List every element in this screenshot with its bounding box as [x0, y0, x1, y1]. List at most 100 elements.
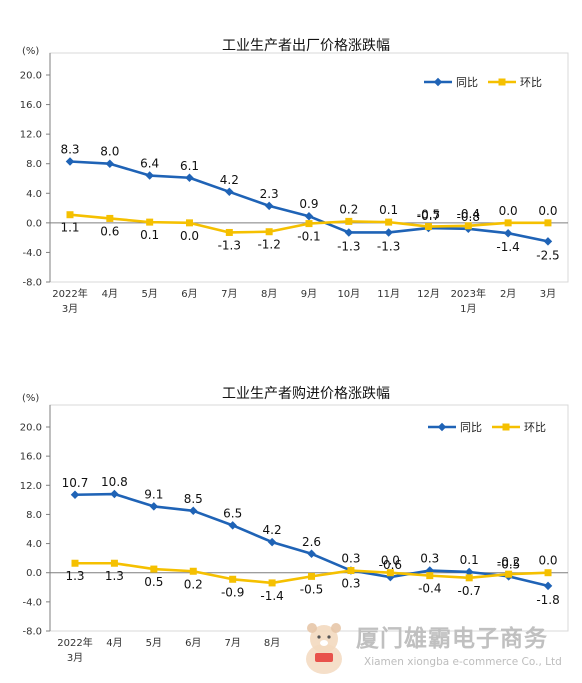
- legend-marker-mom: [502, 423, 510, 431]
- y-tick-label: 0.0: [26, 218, 42, 229]
- data-point-yoy: [503, 228, 513, 238]
- data-label-mom: 0.6: [100, 224, 119, 238]
- data-point-mom: [544, 219, 552, 227]
- data-point-yoy: [149, 502, 159, 511]
- data-label-yoy: 0.9: [299, 197, 318, 211]
- data-point-mom: [424, 223, 432, 231]
- data-label-yoy: -2.5: [536, 248, 559, 262]
- bear-mascot-logo: [306, 623, 342, 674]
- watermark-company-name: 厦门雄霸电子商务: [356, 626, 548, 652]
- data-label-mom: 0.5: [144, 575, 163, 589]
- y-tick-label: 16.0: [20, 100, 42, 111]
- data-point-mom: [265, 228, 273, 236]
- legend-label-yoy: 同比: [456, 76, 478, 89]
- chart-title: 工业生产者购进价格涨跌幅: [222, 386, 390, 402]
- x-tick-label: 4月: [102, 288, 118, 300]
- x-tick-label: 7月: [224, 637, 240, 649]
- data-label-mom: 0.0: [180, 229, 199, 243]
- y-tick-label: 4.0: [26, 539, 42, 550]
- watermark-company-name-en: Xiamen xiongba e-commerce Co., Ltd: [364, 656, 562, 668]
- data-label-yoy: 9.1: [144, 487, 163, 501]
- data-point-mom: [386, 569, 394, 577]
- data-point-mom: [71, 559, 79, 567]
- data-label-mom: 0.2: [339, 202, 358, 216]
- x-tick-label: 9月: [301, 288, 317, 300]
- y-tick-label: 12.0: [20, 130, 42, 141]
- data-label-mom: 0.1: [140, 228, 159, 242]
- x-tick-label-line2: 1月: [460, 303, 476, 315]
- data-label-mom: -0.5: [417, 208, 440, 222]
- data-point-mom: [544, 569, 552, 577]
- data-label-yoy: 2.6: [302, 535, 321, 549]
- data-point-yoy: [145, 171, 154, 180]
- data-label-mom: 0.0: [538, 554, 557, 568]
- data-point-mom: [426, 572, 434, 580]
- data-label-mom: -1.3: [218, 238, 241, 252]
- data-label-yoy: -0.7: [417, 209, 440, 223]
- y-tick-label: -8.0: [22, 627, 42, 638]
- legend: 同比 环比: [424, 76, 542, 89]
- data-label-yoy: 4.2: [263, 523, 282, 537]
- data-label-mom: 1.3: [65, 569, 84, 583]
- data-label-yoy: 10.7: [62, 476, 89, 490]
- x-tick-label: 7月: [221, 288, 237, 300]
- data-point-yoy: [189, 506, 198, 516]
- data-point-mom: [110, 559, 118, 567]
- legend-marker-mom: [498, 78, 506, 86]
- x-tick-label: 8月: [264, 637, 280, 649]
- data-label-mom: -1.2: [257, 238, 280, 252]
- data-point-yoy: [267, 537, 277, 547]
- data-label-yoy: -1.8: [536, 593, 559, 607]
- plot-frame: [49, 404, 569, 632]
- data-label-mom: 0.0: [538, 204, 557, 218]
- data-label-yoy: 6.4: [140, 157, 159, 171]
- data-label-yoy: 0.3: [341, 552, 360, 566]
- data-label-yoy: 10.8: [101, 475, 128, 489]
- data-label-yoy: 0.3: [420, 552, 439, 566]
- data-point-yoy: [344, 228, 354, 237]
- data-point-yoy: [110, 489, 119, 499]
- data-point-mom: [504, 219, 512, 227]
- data-label-mom: 0.0: [381, 554, 400, 568]
- data-label-mom: -0.5: [300, 582, 323, 596]
- data-label-yoy: 8.5: [184, 492, 203, 506]
- x-tick-label: 2月: [500, 288, 516, 300]
- data-point-yoy: [384, 228, 393, 237]
- data-point-mom: [150, 565, 158, 573]
- data-label-mom: 0.2: [184, 577, 203, 591]
- chart-title: 工业生产者出厂价格涨跌幅: [222, 38, 390, 54]
- x-tick-label: 2022年: [52, 287, 87, 300]
- data-point-mom: [347, 567, 355, 575]
- data-point-mom: [189, 567, 197, 575]
- data-label-yoy: 6.5: [223, 506, 242, 520]
- data-point-yoy: [464, 567, 474, 577]
- data-point-mom: [465, 574, 473, 582]
- y-tick-label: 16.0: [20, 452, 42, 463]
- data-point-yoy: [543, 237, 553, 246]
- legend: 同比 环比: [428, 421, 546, 434]
- data-point-mom: [146, 218, 154, 226]
- data-point-mom: [345, 217, 353, 225]
- data-label-yoy: -1.4: [496, 240, 519, 254]
- y-unit-label: (%): [22, 393, 39, 404]
- data-label-yoy: 2.3: [260, 187, 279, 201]
- legend-marker-yoy: [437, 422, 447, 432]
- y-tick-label: -4.0: [22, 248, 42, 259]
- data-label-yoy: -0.6: [379, 558, 402, 572]
- data-point-yoy: [225, 187, 234, 197]
- legend-marker-yoy: [433, 77, 443, 87]
- data-point-mom: [229, 575, 237, 583]
- y-tick-label: 4.0: [26, 189, 42, 200]
- data-point-mom: [106, 214, 114, 222]
- y-unit-label: (%): [22, 46, 39, 57]
- data-label-mom: 0.0: [499, 204, 518, 218]
- data-label-yoy: -0.8: [457, 210, 480, 224]
- data-label-mom: -1.4: [260, 589, 283, 603]
- data-point-yoy: [543, 581, 553, 591]
- x-tick-label: 5月: [146, 637, 162, 649]
- data-point-yoy: [70, 490, 80, 499]
- x-tick-label: 2023年: [451, 287, 486, 300]
- x-tick-label: 5月: [141, 288, 157, 300]
- x-tick-label: 6月: [181, 288, 197, 300]
